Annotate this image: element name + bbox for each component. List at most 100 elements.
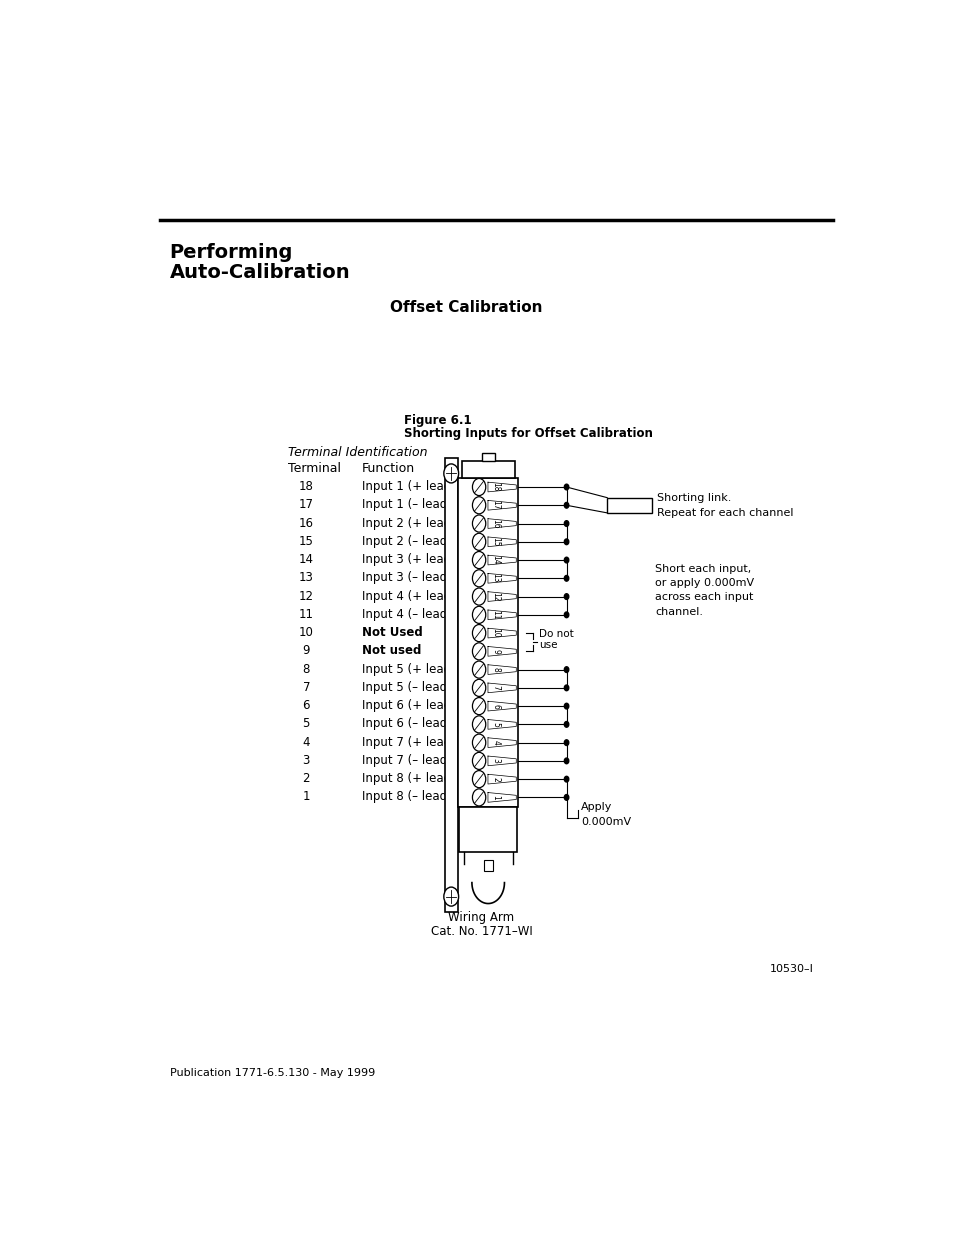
Polygon shape (487, 573, 516, 583)
Text: 7: 7 (491, 685, 500, 690)
Polygon shape (487, 793, 516, 803)
Text: 13: 13 (491, 573, 500, 583)
Circle shape (564, 594, 568, 599)
Circle shape (564, 538, 568, 545)
Text: 0.000mV: 0.000mV (580, 818, 631, 827)
Text: Input 4 (+ lead): Input 4 (+ lead) (361, 589, 456, 603)
Text: 4: 4 (491, 740, 500, 745)
Text: 1: 1 (302, 790, 310, 804)
Circle shape (564, 721, 568, 727)
Circle shape (472, 716, 485, 732)
Text: 14: 14 (298, 553, 314, 566)
Text: 11: 11 (298, 608, 314, 621)
Text: 8: 8 (302, 663, 310, 676)
Text: Input 1 (– lead): Input 1 (– lead) (361, 499, 451, 511)
Text: Input 6 (+ lead): Input 6 (+ lead) (361, 699, 456, 713)
Circle shape (564, 484, 568, 490)
Text: 2: 2 (302, 772, 310, 785)
Text: Input 2 (– lead): Input 2 (– lead) (361, 535, 451, 548)
Polygon shape (487, 701, 516, 711)
Text: Wiring Arm: Wiring Arm (448, 911, 514, 924)
Text: 8: 8 (491, 667, 500, 672)
Text: 10: 10 (491, 629, 500, 638)
Circle shape (472, 552, 485, 568)
Polygon shape (487, 519, 516, 529)
Polygon shape (487, 737, 516, 747)
Text: channel.: channel. (655, 606, 702, 616)
Polygon shape (487, 720, 516, 729)
Circle shape (472, 478, 485, 495)
Circle shape (564, 794, 568, 800)
Bar (457, 662, 465, 731)
Polygon shape (487, 664, 516, 674)
Text: 15: 15 (491, 537, 500, 547)
Polygon shape (487, 610, 516, 620)
Polygon shape (487, 592, 516, 601)
Text: Terminal: Terminal (288, 462, 340, 475)
Text: 14: 14 (491, 556, 500, 564)
Bar (461, 461, 515, 478)
Circle shape (564, 703, 568, 709)
Text: Not Used: Not Used (361, 626, 422, 640)
Text: 6: 6 (302, 699, 310, 713)
Circle shape (472, 642, 485, 659)
Text: Input 7 (– lead): Input 7 (– lead) (361, 753, 451, 767)
Text: 5: 5 (302, 718, 310, 730)
Bar (483, 860, 492, 871)
Text: 5: 5 (491, 722, 500, 727)
Circle shape (472, 515, 485, 532)
Text: Input 1 (+ lead): Input 1 (+ lead) (361, 480, 456, 493)
Text: 13: 13 (298, 572, 314, 584)
Text: Short each input,: Short each input, (655, 564, 751, 574)
Text: Input 5 (– lead): Input 5 (– lead) (361, 680, 451, 694)
Bar (457, 735, 465, 805)
Text: Shorting Inputs for Offset Calibration: Shorting Inputs for Offset Calibration (403, 427, 652, 440)
Text: Input 4 (– lead): Input 4 (– lead) (361, 608, 451, 621)
Polygon shape (487, 629, 516, 638)
Text: Performing: Performing (170, 243, 293, 262)
Circle shape (472, 771, 485, 788)
Polygon shape (487, 646, 516, 656)
Circle shape (443, 464, 458, 483)
Circle shape (564, 503, 568, 508)
Text: Repeat for each channel: Repeat for each channel (657, 508, 793, 517)
Bar (457, 478, 518, 806)
Text: Shorting link.: Shorting link. (657, 493, 731, 503)
Text: 16: 16 (491, 519, 500, 529)
Circle shape (472, 734, 485, 751)
Polygon shape (487, 537, 516, 547)
Circle shape (472, 569, 485, 587)
Polygon shape (487, 500, 516, 510)
Text: Input 8 (– lead): Input 8 (– lead) (361, 790, 451, 804)
Text: Input 2 (+ lead): Input 2 (+ lead) (361, 516, 456, 530)
Polygon shape (487, 556, 516, 564)
Circle shape (472, 698, 485, 715)
Circle shape (564, 758, 568, 763)
Text: 15: 15 (298, 535, 314, 548)
Text: Do not
use: Do not use (538, 629, 574, 650)
Text: 2: 2 (491, 777, 500, 782)
Bar (444, 458, 457, 911)
Circle shape (564, 576, 568, 582)
Text: 7: 7 (302, 680, 310, 694)
Text: 9: 9 (491, 648, 500, 653)
Circle shape (564, 557, 568, 563)
Text: 18: 18 (298, 480, 314, 493)
Text: 17: 17 (491, 500, 500, 510)
Circle shape (564, 521, 568, 526)
Circle shape (564, 740, 568, 746)
Text: Input 3 (– lead): Input 3 (– lead) (361, 572, 451, 584)
Circle shape (472, 661, 485, 678)
Circle shape (564, 685, 568, 690)
Polygon shape (487, 482, 516, 492)
Text: Input 5 (+ lead): Input 5 (+ lead) (361, 663, 455, 676)
Bar (606, 498, 651, 513)
Text: Offset Calibration: Offset Calibration (390, 300, 542, 315)
Text: Not used: Not used (361, 645, 420, 657)
Circle shape (472, 588, 485, 605)
Text: 1: 1 (491, 795, 500, 800)
Text: 4: 4 (302, 736, 310, 748)
Text: 11: 11 (491, 610, 500, 620)
Text: 12: 12 (298, 589, 314, 603)
Text: 9: 9 (302, 645, 310, 657)
